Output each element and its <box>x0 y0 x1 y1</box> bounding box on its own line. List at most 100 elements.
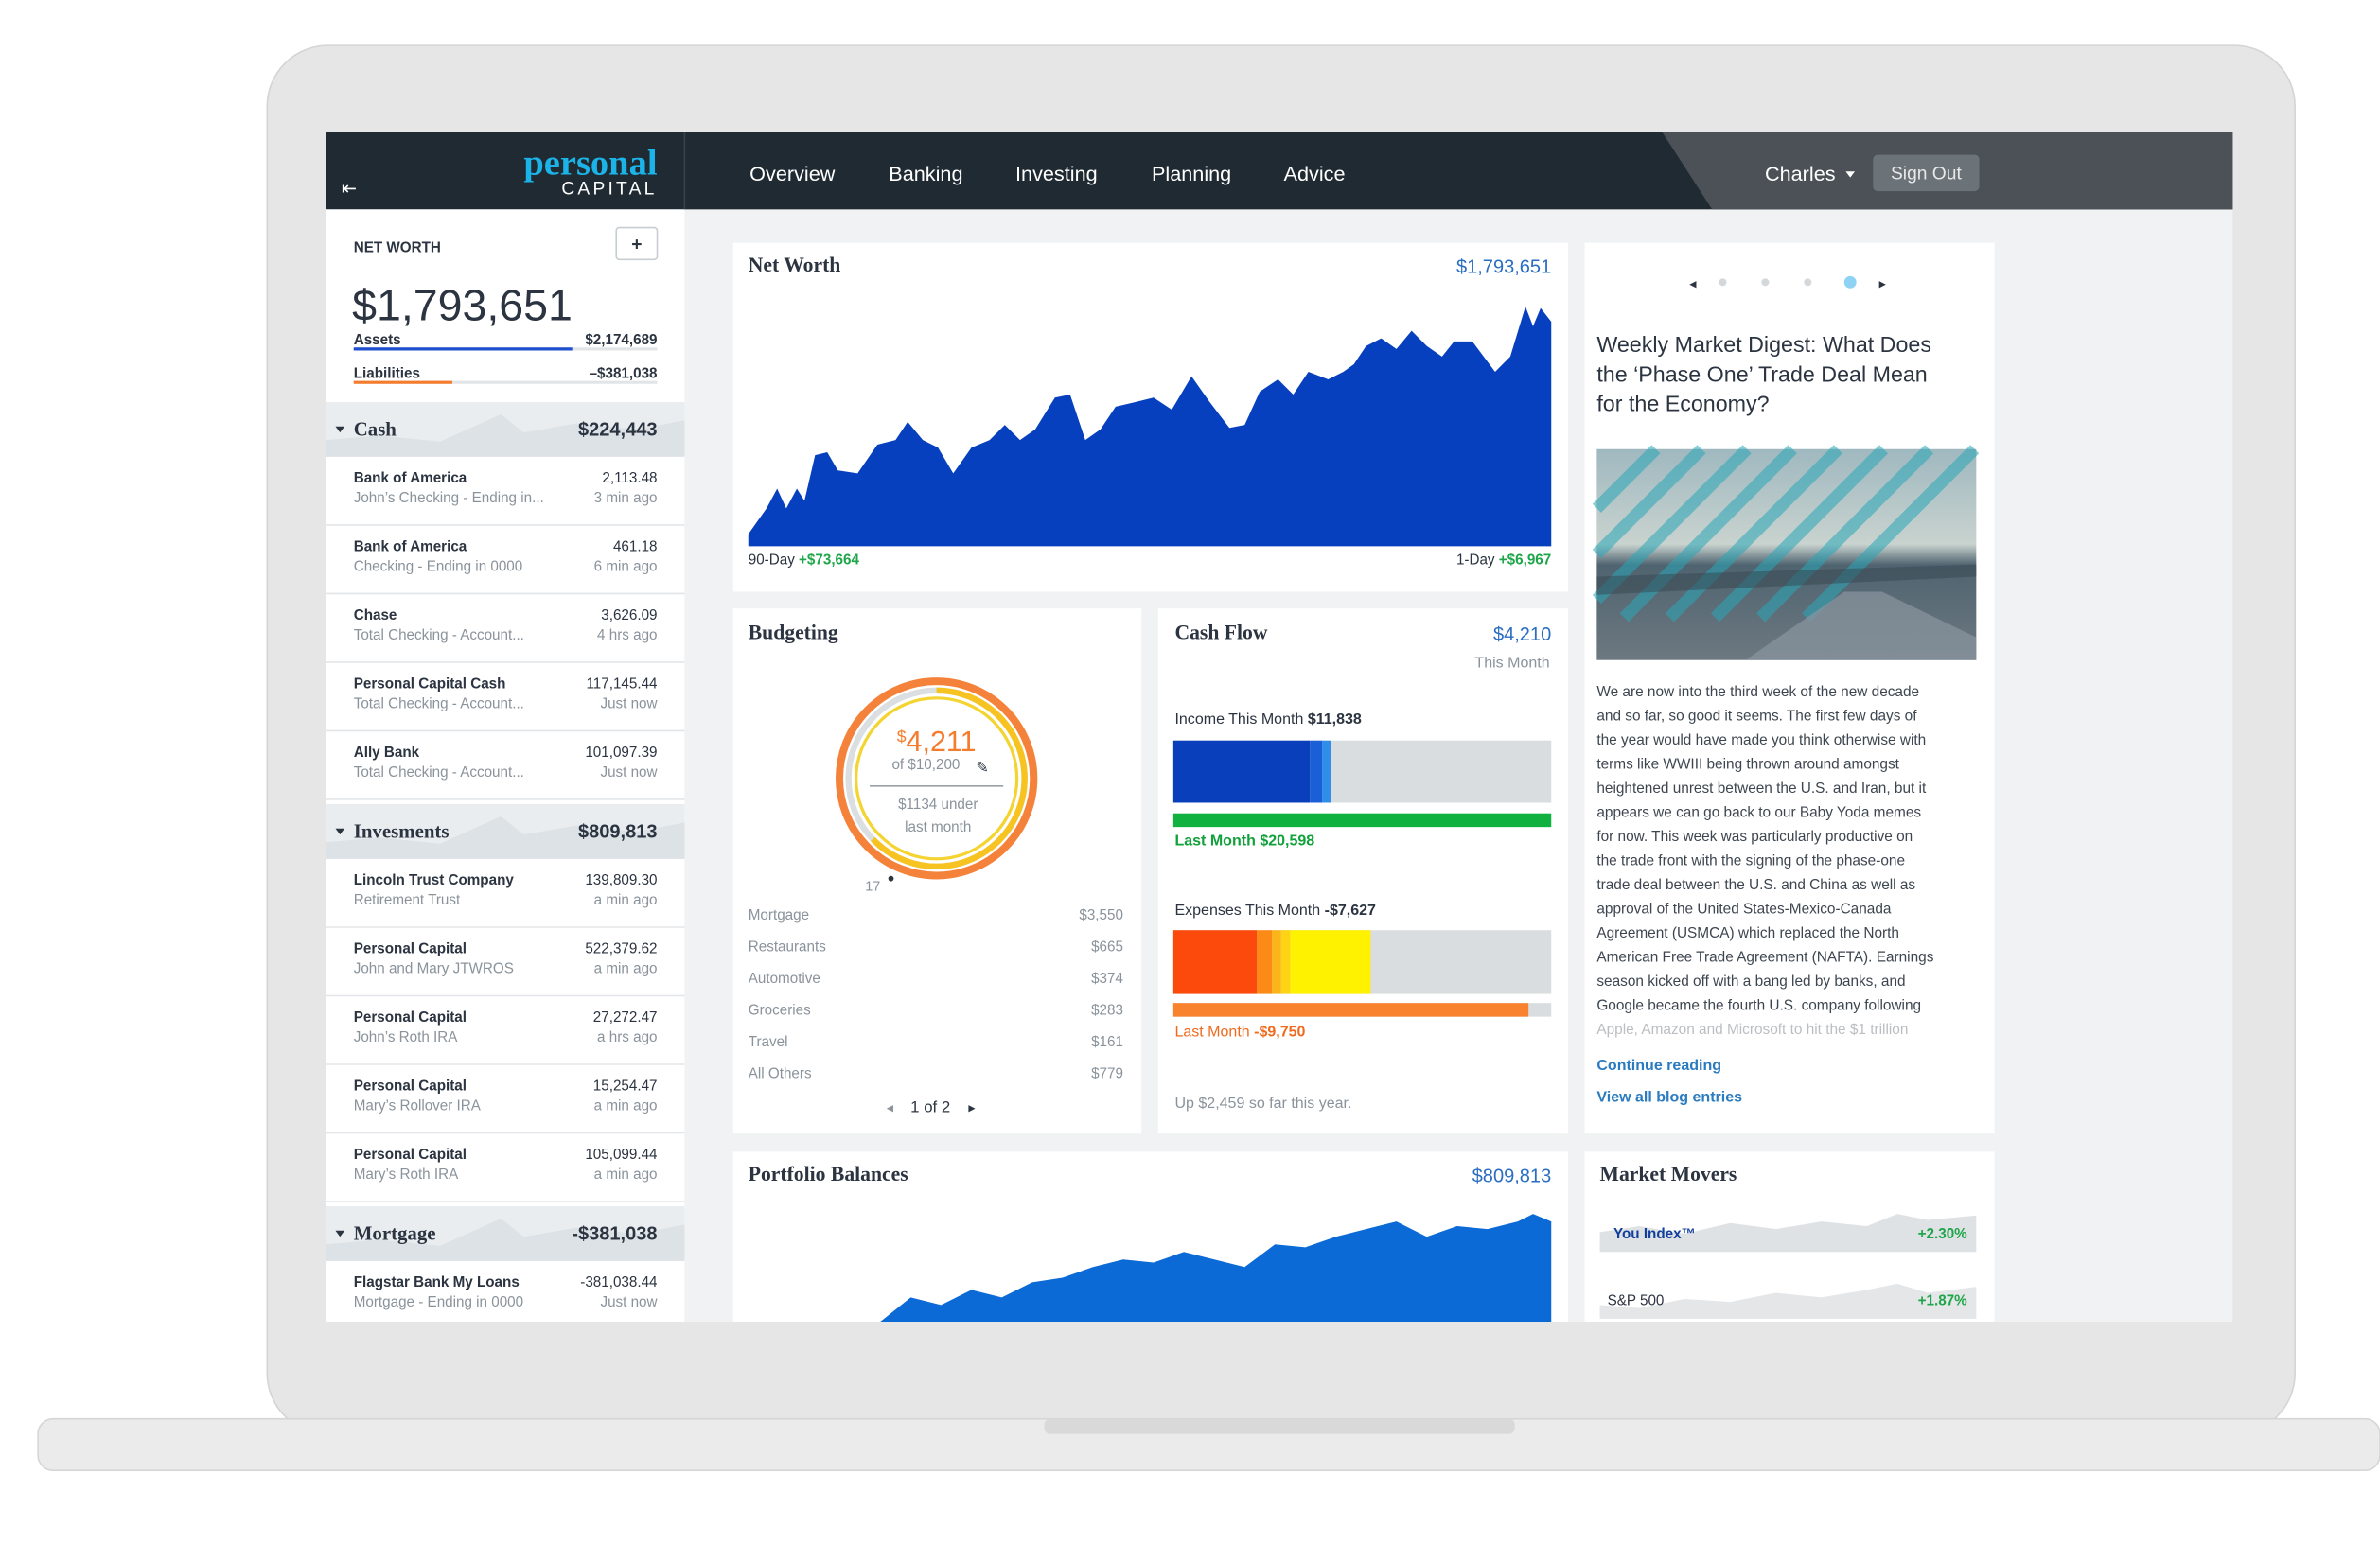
blog-body-line: Apple, Amazon and Microsoft to hit the $… <box>1596 1022 1908 1038</box>
carousel-dot[interactable] <box>1804 278 1812 287</box>
carousel-dot-active[interactable] <box>1843 275 1857 289</box>
screen: ⇤ personal CAPITAL Overview Banking Invest… <box>326 132 2233 1323</box>
view-all-link[interactable]: View all blog entries <box>1596 1088 1742 1105</box>
mover-name[interactable]: You Index™ <box>1613 1226 1696 1242</box>
group-caret <box>335 828 345 835</box>
blog-title-line[interactable]: for the Economy? <box>1596 392 1769 416</box>
budgeting-card <box>732 608 1142 1134</box>
logo-bottom: CAPITAL <box>561 179 657 199</box>
account-detail: John and Mary JTWROS <box>354 960 514 976</box>
budget-total: of $10,200 <box>891 757 960 773</box>
add-account-button[interactable] <box>615 226 659 261</box>
nav-item[interactable]: Advice <box>1284 162 1346 185</box>
account-name[interactable]: Personal Capital <box>354 1079 467 1095</box>
budget-category: Mortgage <box>749 907 809 923</box>
pager-prev[interactable]: ◂ <box>887 1101 894 1116</box>
nav-item[interactable]: Investing <box>1015 162 1098 185</box>
account-value: 27,272.47 <box>593 1009 658 1026</box>
nav-item[interactable]: Planning <box>1152 162 1231 185</box>
account-value: 522,379.62 <box>585 941 657 957</box>
continue-reading-link[interactable]: Continue reading <box>1596 1057 1721 1074</box>
group-sparkline <box>326 816 685 859</box>
market-movers-title: Market Movers <box>1600 1163 1737 1185</box>
pager-next[interactable]: ▸ <box>968 1101 976 1116</box>
account-detail: John’s Roth IRA <box>354 1029 459 1045</box>
sidebar <box>326 209 685 1323</box>
you-index-sparkline <box>1599 1214 1977 1253</box>
account-time: a hrs ago <box>597 1029 657 1045</box>
mover-rows: You Index™ +2.30% S&P 500 +1.87% <box>1608 1226 1968 1309</box>
account-detail: John’s Checking - Ending in... <box>354 490 544 506</box>
account-detail: Total Checking - Account... <box>354 627 524 643</box>
income-bar <box>1172 740 1311 803</box>
mover-name[interactable]: S&P 500 <box>1608 1292 1665 1308</box>
group-sparkline <box>326 1218 685 1261</box>
cash-flow-card <box>1157 608 1568 1134</box>
account-time: a min ago <box>594 1167 658 1183</box>
nav-item[interactable]: Banking <box>889 162 962 185</box>
carousel-next[interactable]: ▸ <box>1879 277 1887 292</box>
budget-amount: $374 <box>1091 971 1123 987</box>
blog-image-trees <box>1596 564 1977 595</box>
account-name[interactable]: Personal Capital <box>354 1009 467 1026</box>
expenses-bar-segment <box>1257 930 1273 994</box>
account-time: Just now <box>600 695 658 711</box>
account-name[interactable]: Chase <box>354 607 397 623</box>
blog-body-line: season kicked off with a bang led by ban… <box>1596 974 1905 990</box>
sp500-sparkline <box>1599 1283 1977 1319</box>
add-account-label[interactable]: + <box>631 236 642 255</box>
account-value: 3,626.09 <box>601 607 657 623</box>
account-name[interactable]: Ally Bank <box>354 745 420 761</box>
blog-body-line: the trade front with the signing of the … <box>1596 853 1905 869</box>
account-name[interactable]: Personal Capital <box>354 1147 467 1163</box>
account-name[interactable]: Flagstar Bank My Loans <box>354 1274 520 1290</box>
account-name[interactable]: Bank of America <box>354 539 467 555</box>
budget-amount: $283 <box>1091 1003 1123 1019</box>
carousel-prev[interactable]: ◂ <box>1689 277 1697 292</box>
income-bar-segment <box>1322 740 1331 803</box>
account-time: Just now <box>600 1294 658 1310</box>
budget-amount: $779 <box>1091 1066 1123 1082</box>
account-name[interactable]: Personal Capital Cash <box>354 676 506 693</box>
account-time: a min ago <box>594 1097 658 1114</box>
account-name[interactable]: Lincoln Trust Company <box>354 872 515 888</box>
budget-edit-icon[interactable]: ✎ <box>976 759 988 776</box>
account-value: 101,097.39 <box>585 745 657 761</box>
sign-out-button[interactable] <box>1873 154 1980 192</box>
account-detail: Mary’s Roth IRA <box>354 1167 459 1183</box>
blog-body-line: Google became the fourth U.S. company fo… <box>1596 998 1921 1014</box>
account-time: Just now <box>600 764 658 781</box>
account-name[interactable]: Personal Capital <box>354 941 467 957</box>
assets-label: Assets <box>354 332 401 348</box>
portfolio-area <box>880 1214 1552 1323</box>
budget-category: Groceries <box>749 1003 811 1019</box>
blog-title-line[interactable]: Weekly Market Digest: What Does <box>1596 332 1931 357</box>
blog-title-line[interactable]: the ‘Phase One’ Trade Deal Mean <box>1596 361 1927 386</box>
sign-out-label[interactable]: Sign Out <box>1891 164 1962 184</box>
collapse-icon[interactable]: ⇤ <box>342 179 357 199</box>
net-worth-area <box>748 306 1552 547</box>
budget-ring-outer <box>835 677 1038 880</box>
net-worth-total: $1,793,651 <box>352 280 573 329</box>
expenses-bar-segment <box>1280 930 1291 994</box>
account-value: 117,145.44 <box>586 676 658 693</box>
net-worth-card-title: Net Worth <box>749 254 841 276</box>
budget-rows: Mortgage $3,550 Restaurants $665 Automotive $… <box>749 907 1124 1082</box>
assets-value: $2,174,689 <box>585 332 657 348</box>
carousel-dot[interactable] <box>1761 278 1770 287</box>
account-name[interactable]: Bank of America <box>354 470 467 486</box>
expenses-last-bar <box>1172 1003 1529 1017</box>
nav-item[interactable]: Overview <box>749 162 836 185</box>
blog-body-line: American Free Trade Agreement (NAFTA). E… <box>1596 950 1933 966</box>
portfolio-title: Portfolio Balances <box>749 1163 908 1185</box>
laptop-notch <box>1044 1418 1515 1434</box>
account-time: a min ago <box>594 892 658 908</box>
blog-body-line: heightened unrest between the U.S. and I… <box>1596 781 1927 797</box>
carousel-dot[interactable] <box>1719 278 1727 287</box>
account-time: 3 min ago <box>594 490 658 506</box>
user-caret <box>1845 171 1856 178</box>
budget-ring-inner <box>855 696 1019 861</box>
user-menu[interactable]: Charles <box>1765 162 1836 185</box>
